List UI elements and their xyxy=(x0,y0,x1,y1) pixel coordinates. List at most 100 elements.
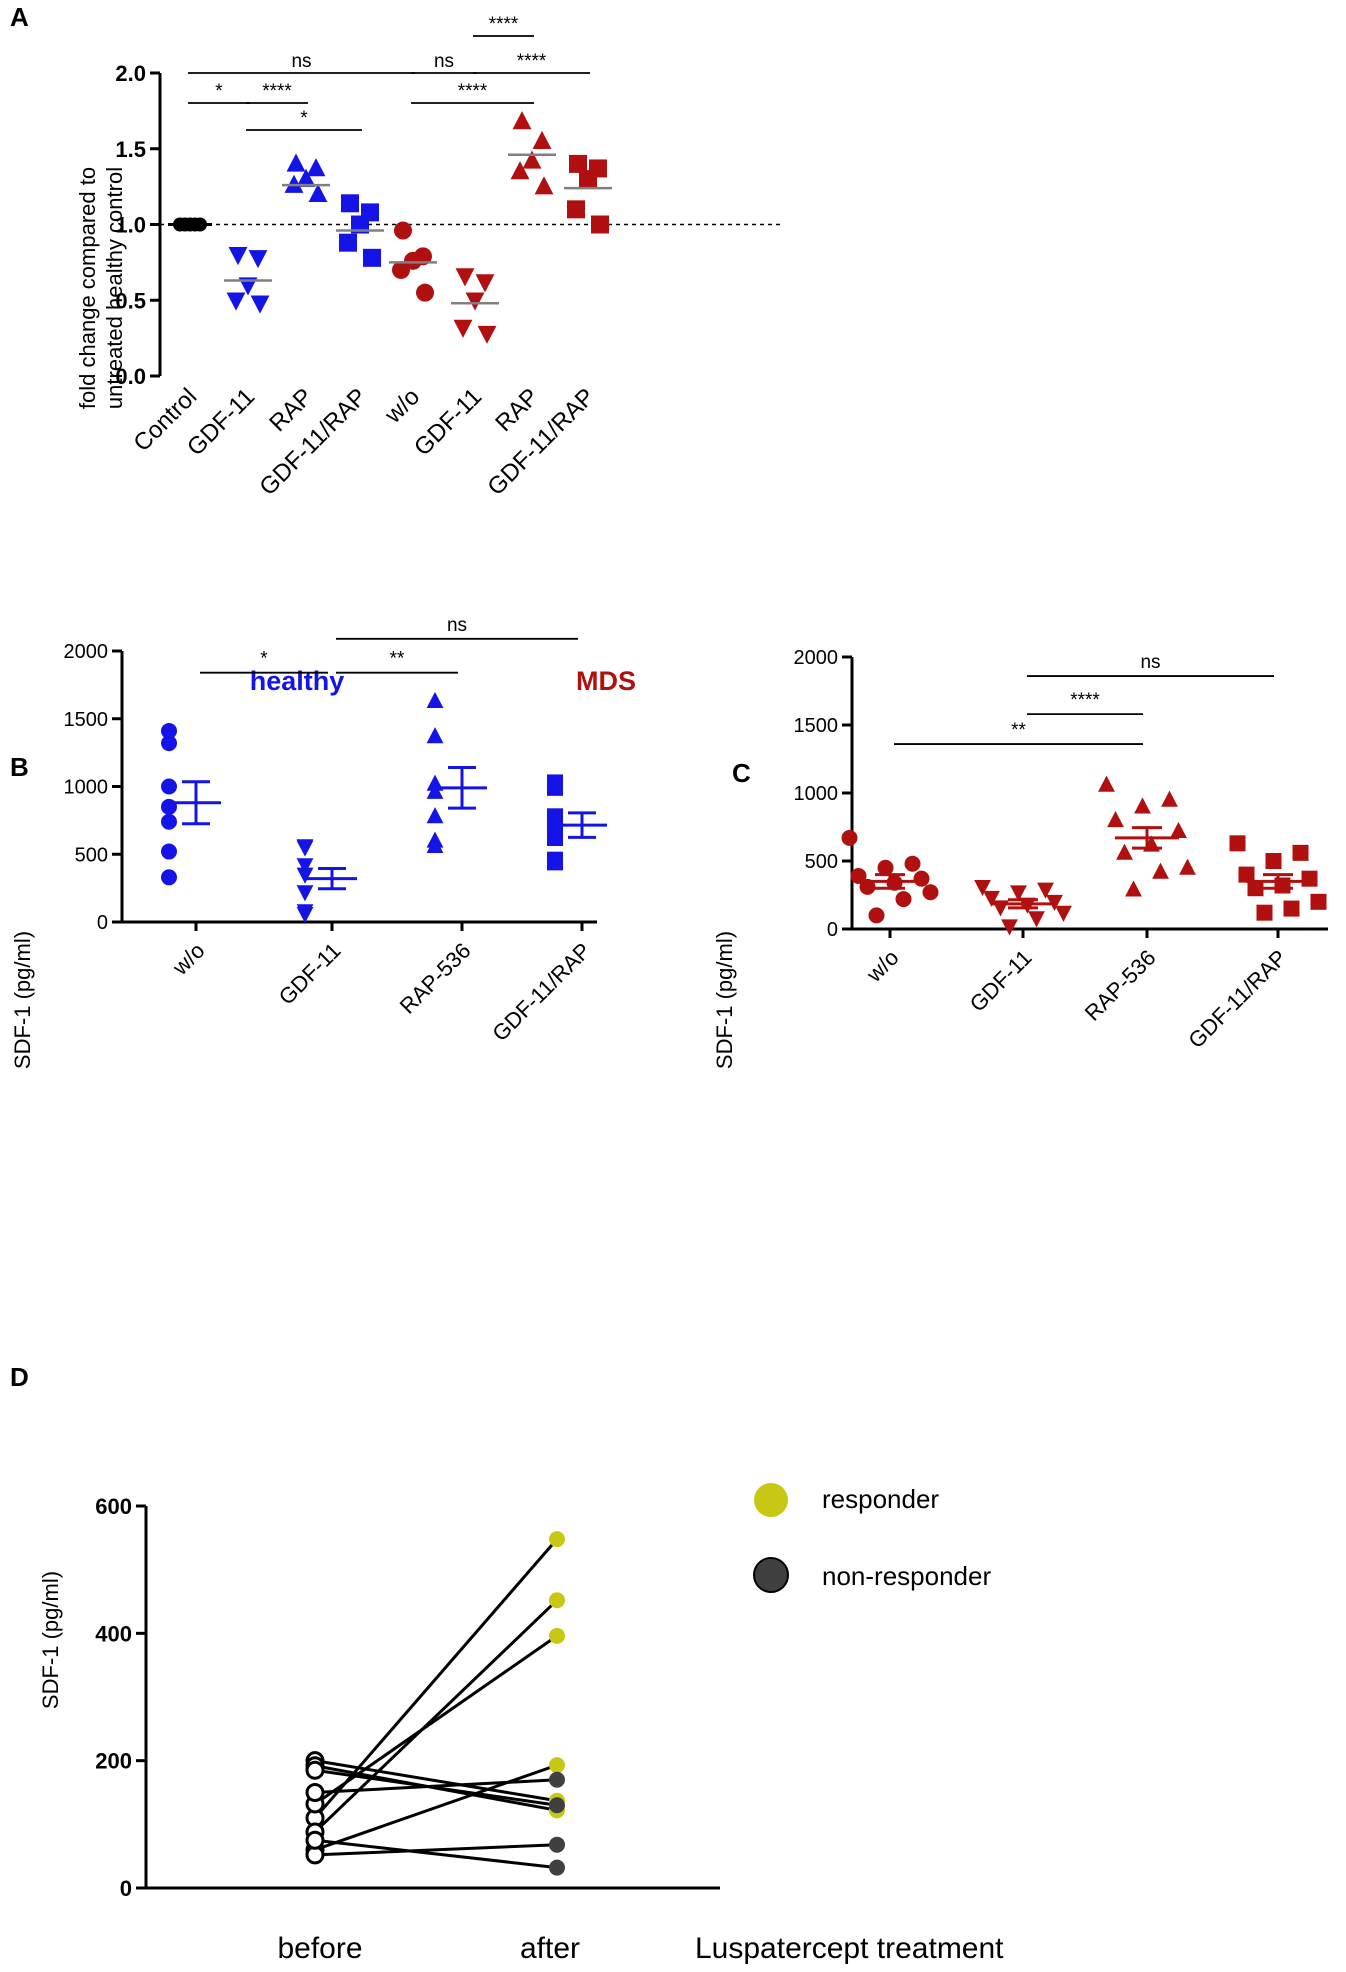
panel-a-point xyxy=(477,325,497,344)
panel-b-point xyxy=(547,854,563,871)
panel-a-point xyxy=(228,247,248,266)
panel-b-point xyxy=(161,869,177,886)
panel-b-ylabel: SDF-1 (pg/ml) xyxy=(10,931,35,1069)
legend-responder-swatch xyxy=(754,1483,788,1517)
panel-d-ytick-label: 200 xyxy=(95,1749,132,1774)
panel-label-b: B xyxy=(10,752,29,782)
panel-c-point xyxy=(1256,904,1273,921)
panel-c-point xyxy=(1301,870,1318,887)
panel-c-chart: SDF-1 (pg/ml) 0 500 1000 1500 2000 w/o GDF-11 R… xyxy=(712,647,1328,1069)
panel-a-group-healthy: healthy xyxy=(250,666,345,696)
panel-d-point-before xyxy=(305,1830,325,1850)
panel-c-point xyxy=(1098,775,1115,792)
panel-d-point-after xyxy=(549,1771,565,1788)
panel-c-point xyxy=(1116,843,1133,860)
panel-b-point xyxy=(161,735,177,752)
panel-b-ytick-label: 2000 xyxy=(64,641,109,663)
panel-a-point xyxy=(339,233,357,252)
panel-d-point-after xyxy=(549,1797,565,1814)
panel-d-chart: SDF-1 (pg/ml) before after Luspatercept … xyxy=(38,1483,1004,1965)
panel-a-point xyxy=(306,158,326,177)
panel-c-point xyxy=(1037,882,1054,899)
panel-c-ytick-label: 2000 xyxy=(794,647,839,669)
panel-c-point xyxy=(895,891,912,908)
panel-d-ytick-label: 600 xyxy=(95,1494,132,1519)
panel-c-point xyxy=(1152,862,1169,879)
panel-label-c: C xyxy=(732,758,751,788)
panel-b-sig-label: * xyxy=(260,649,268,670)
panel-a-point xyxy=(392,260,410,279)
panel-a-point xyxy=(510,161,530,180)
panel-c-point xyxy=(1001,919,1018,936)
panel-c-point xyxy=(1179,858,1196,875)
panel-label-a: A xyxy=(10,2,29,32)
panel-a-point xyxy=(475,274,495,293)
panel-c-xtick-label: GDF-11/RAP xyxy=(1183,945,1291,1053)
panel-a-point xyxy=(512,111,532,130)
panel-c-point xyxy=(1010,885,1027,902)
panel-b-point xyxy=(296,885,314,902)
panel-a-sig-label: ns xyxy=(291,51,311,72)
panel-d-pair-line xyxy=(314,1838,558,1870)
panel-d-point-after xyxy=(549,1757,565,1774)
panel-c-ytick-label: 1500 xyxy=(794,715,839,737)
panel-d-pair-line xyxy=(314,1778,558,1794)
panel-c-xtick-label: GDF-11 xyxy=(965,945,1037,1017)
panel-a-point xyxy=(226,292,246,311)
panel-a-ytick-label: 1.0 xyxy=(115,213,146,238)
panel-c-point xyxy=(983,890,1000,907)
panel-a-ytick-label: 0.5 xyxy=(115,288,146,313)
panel-b-point xyxy=(296,867,314,884)
panel-b-point xyxy=(296,858,314,875)
panel-b-xtick-label: RAP-536 xyxy=(395,938,476,1019)
panel-a-point xyxy=(248,250,268,269)
panel-d-point-before xyxy=(305,1783,325,1802)
legend-responder-label: responder xyxy=(822,1484,939,1514)
panel-d-pair-line xyxy=(313,1538,559,1819)
panel-a-sig-label: * xyxy=(300,108,308,129)
panel-c-ylabel: SDF-1 (pg/ml) xyxy=(712,931,737,1069)
panel-c-ytick-label: 0 xyxy=(827,919,838,941)
panel-d-ytick-label: 400 xyxy=(95,1621,132,1646)
panel-c-point xyxy=(1125,880,1142,897)
panel-c-point xyxy=(1292,844,1309,861)
panel-a-xtick-label: GDF-11 xyxy=(409,383,487,461)
panel-a-sig-label: * xyxy=(215,81,223,102)
panel-a-point xyxy=(296,168,316,187)
panel-b-xtick-label: w/o xyxy=(167,938,210,981)
panel-a-ytick-label: 2.0 xyxy=(115,61,146,86)
panel-d-point-after xyxy=(549,1627,565,1644)
panel-d-pair-line xyxy=(314,1843,558,1857)
panel-a-sig-label: **** xyxy=(262,81,292,102)
panel-c-point xyxy=(1055,905,1072,922)
panel-a-point xyxy=(579,170,597,189)
panel-b-sig-label: ** xyxy=(390,649,405,670)
panel-a-ylabel-1: fold change compared to xyxy=(75,167,100,409)
panel-c-ytick-label: 1000 xyxy=(794,783,839,805)
panel-c-point xyxy=(904,855,921,872)
panel-c-point xyxy=(1238,866,1255,883)
panel-b-point xyxy=(161,798,177,815)
panel-a-ytick-label: 1.5 xyxy=(115,137,146,162)
panel-a-point xyxy=(341,194,359,213)
panel-b-point xyxy=(161,813,177,830)
panel-d-pair-line xyxy=(313,1599,559,1834)
panel-a-point xyxy=(591,215,609,234)
panel-b-point xyxy=(426,807,444,824)
panel-b-point xyxy=(426,691,444,709)
panel-c-point xyxy=(1161,790,1178,807)
legend-nonresponder-label: non-responder xyxy=(822,1561,991,1591)
panel-c-point xyxy=(841,829,858,846)
panel-d-point-before xyxy=(305,1760,325,1780)
panel-c-xtick-label: RAP-536 xyxy=(1080,945,1161,1026)
panel-d-ytick-label: 0 xyxy=(120,1876,132,1901)
panel-d-pair-line xyxy=(314,1759,558,1803)
panel-c-point xyxy=(877,859,894,876)
panel-a-sig-label: **** xyxy=(458,81,488,102)
panel-d-xlabel-after: after xyxy=(520,1932,580,1965)
panel-a-point xyxy=(351,215,369,234)
panel-c-point xyxy=(1265,853,1282,869)
panel-b-point xyxy=(161,778,177,795)
panel-a-point xyxy=(522,150,542,169)
panel-a-point xyxy=(238,277,258,296)
